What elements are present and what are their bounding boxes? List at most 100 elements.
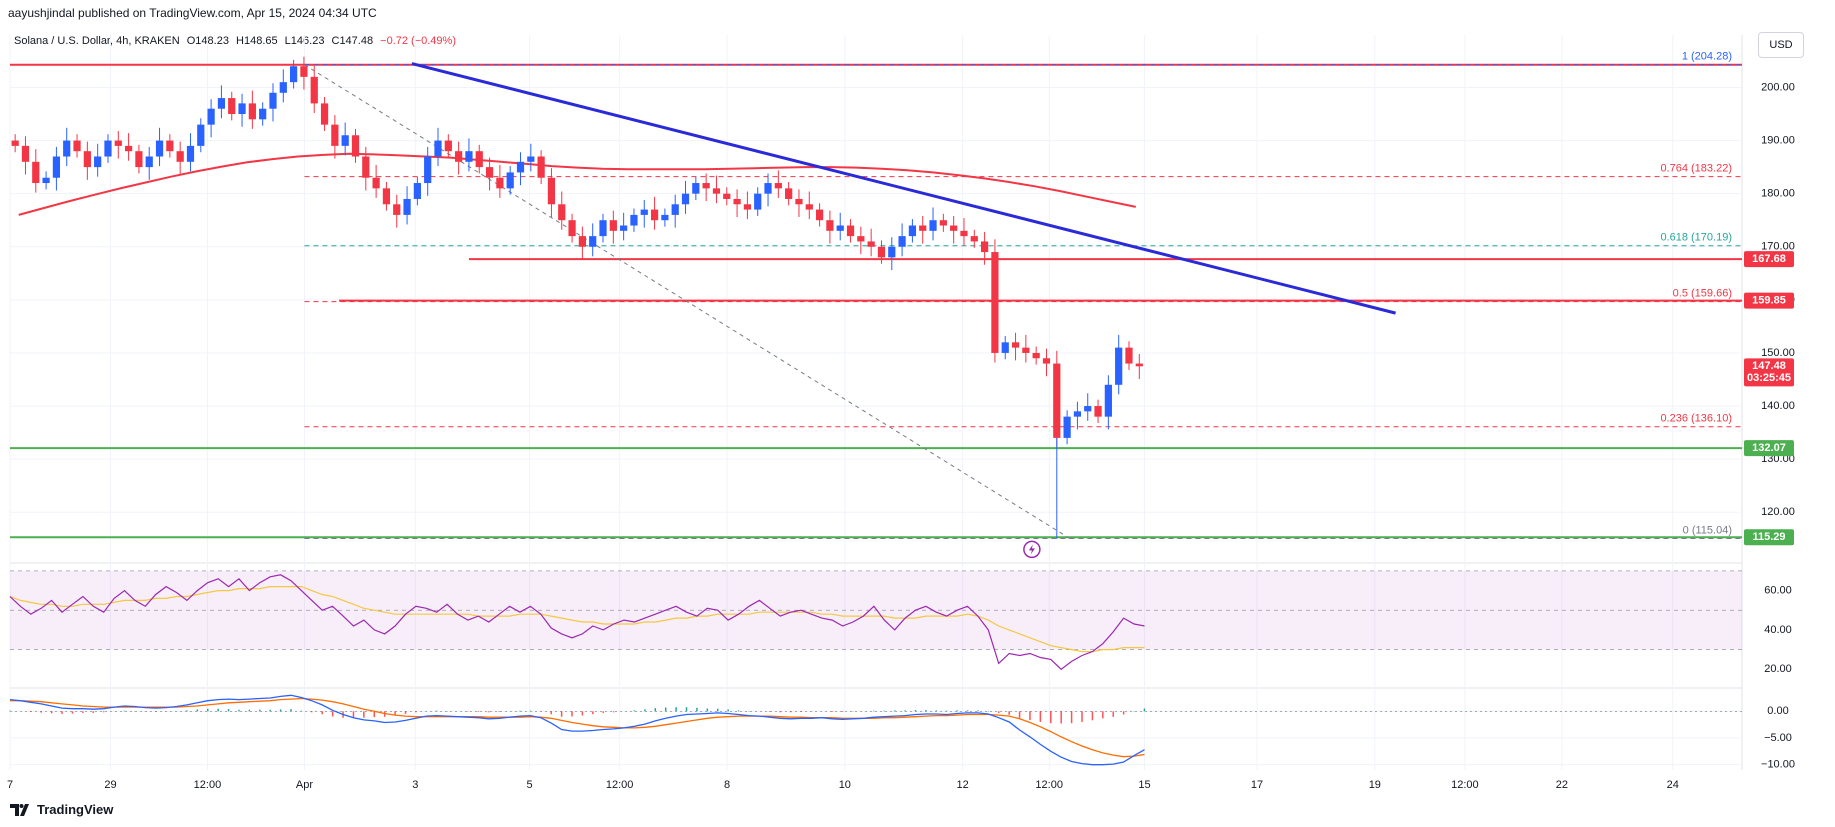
candle	[1001, 335, 1009, 360]
candle-body	[94, 156, 102, 168]
fib-level-label: 1 (204.28)	[1682, 51, 1732, 63]
symbol-name[interactable]: Solana / U.S. Dollar, 4h, KRAKEN	[14, 35, 180, 47]
candle	[1084, 393, 1092, 421]
candle	[124, 133, 133, 161]
candle	[898, 223, 906, 257]
candle-body	[1135, 363, 1143, 367]
macd-tick-label: 0.00	[1767, 705, 1788, 717]
candle-body	[166, 140, 174, 152]
candle-body	[640, 209, 648, 215]
candle	[712, 175, 721, 204]
candle	[733, 189, 741, 218]
candle-body	[310, 76, 318, 104]
candle	[857, 226, 865, 255]
price-tag-label: 167.68	[1752, 253, 1786, 265]
candle-body	[238, 103, 246, 115]
candle	[991, 239, 999, 363]
candle-body	[382, 188, 391, 205]
candle-body	[785, 188, 793, 199]
currency-button[interactable]: USD	[1758, 32, 1804, 58]
candle-body	[1032, 352, 1040, 359]
countdown-label: 03:25:45	[1747, 372, 1791, 384]
candle-body	[867, 241, 875, 247]
candle	[980, 231, 989, 265]
candle-body	[393, 204, 401, 215]
candle-body	[733, 198, 741, 205]
candle-body	[444, 140, 452, 152]
candle	[774, 170, 782, 198]
high-value: H148.65	[236, 35, 278, 47]
candle-body	[599, 220, 607, 237]
candle-body	[919, 225, 927, 231]
candle	[836, 212, 844, 241]
candle-body	[754, 193, 762, 210]
candle-body	[465, 151, 473, 162]
candle	[351, 128, 360, 163]
fib-diagonal	[304, 64, 1071, 539]
candle	[671, 194, 679, 228]
fib-level-label: 0.764 (183.22)	[1660, 162, 1732, 174]
candle	[1022, 334, 1030, 363]
price-tag-label: 115.29	[1752, 531, 1785, 543]
candle	[650, 196, 659, 230]
candle	[1032, 346, 1040, 365]
candle	[42, 171, 50, 190]
candle-body	[630, 214, 638, 226]
candle-body	[176, 151, 184, 162]
candle-body	[475, 151, 483, 168]
candle	[692, 176, 700, 201]
time-tick-label: 5	[527, 779, 533, 791]
candle-body	[1115, 347, 1123, 385]
candle	[826, 210, 834, 244]
candle-body	[743, 204, 752, 210]
candle	[145, 146, 153, 180]
candle	[155, 127, 164, 167]
candle	[238, 93, 246, 127]
candle-body	[537, 156, 545, 178]
candle-body	[960, 230, 968, 237]
candle-body	[589, 236, 597, 247]
candle	[919, 215, 927, 244]
candle-body	[248, 103, 256, 120]
candle-body	[496, 177, 504, 189]
candle	[104, 134, 112, 163]
candle-body	[228, 98, 236, 115]
candle-body	[124, 145, 133, 152]
candle-body	[671, 204, 679, 215]
candle	[743, 191, 752, 220]
candle	[558, 191, 566, 230]
time-tick-label: 10	[839, 779, 851, 791]
price-tag	[1744, 358, 1794, 387]
tradingview-logo-icon	[10, 803, 32, 816]
candle-body	[1001, 342, 1009, 353]
candle-body	[609, 220, 617, 231]
candle-body	[723, 193, 731, 199]
time-tick-label: 19	[1369, 779, 1381, 791]
rsi-tick-label: 40.00	[1764, 624, 1792, 636]
candle-body	[991, 252, 999, 353]
time-tick-label: 15	[1138, 779, 1150, 791]
candle	[970, 229, 978, 248]
candle-body	[578, 236, 586, 247]
time-tick-label: 12:00	[606, 779, 634, 791]
candle	[1094, 399, 1102, 424]
candle	[754, 187, 762, 216]
price-tag	[1744, 251, 1794, 268]
time-tick-label: 12	[956, 779, 968, 791]
price-tag-label: 147.48	[1752, 360, 1786, 372]
lightning-glyph	[1028, 544, 1035, 555]
candle-body	[73, 140, 81, 152]
candle	[341, 122, 349, 156]
candle-body	[1084, 406, 1092, 412]
candle-body	[135, 151, 143, 168]
price-tag	[1744, 529, 1794, 546]
candle-body	[300, 66, 308, 77]
candle	[485, 157, 494, 191]
candle	[846, 219, 855, 243]
candle	[269, 83, 277, 122]
candle-body	[661, 214, 669, 221]
candle-body	[712, 188, 721, 194]
candle-body	[547, 177, 556, 205]
candle	[63, 127, 71, 167]
